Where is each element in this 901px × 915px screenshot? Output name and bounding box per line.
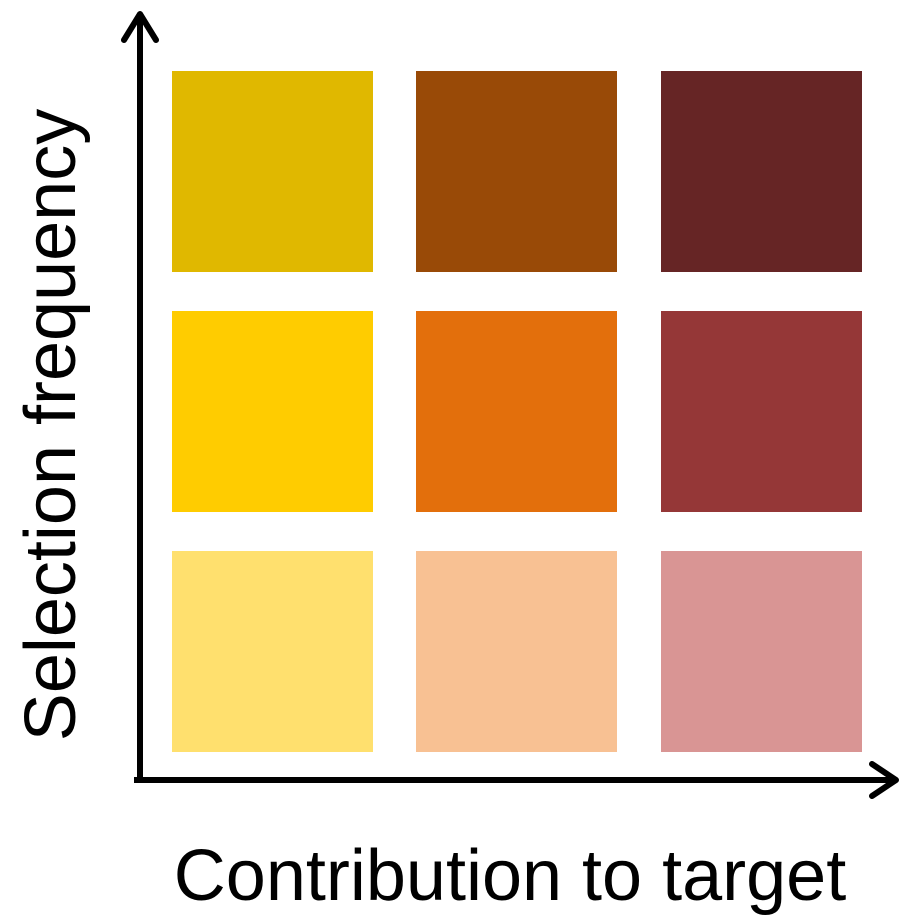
x-axis: [134, 761, 899, 799]
color-grid: [172, 71, 862, 752]
cell-middle-left: [172, 311, 373, 512]
y-axis-label: Selection frequency: [11, 109, 91, 741]
x-axis-arrowhead: [869, 761, 899, 799]
y-axis: [121, 11, 159, 783]
cell-top-middle: [416, 71, 617, 272]
cell-middle-middle: [416, 311, 617, 512]
cell-middle-right: [661, 311, 862, 512]
cell-bottom-left: [172, 551, 373, 752]
cell-top-left: [172, 71, 373, 272]
x-axis-label: Contribution to target: [174, 836, 846, 915]
cell-bottom-right: [661, 551, 862, 752]
cell-bottom-middle: [416, 551, 617, 752]
cell-top-right: [661, 71, 862, 272]
y-axis-arrowhead: [121, 11, 159, 43]
